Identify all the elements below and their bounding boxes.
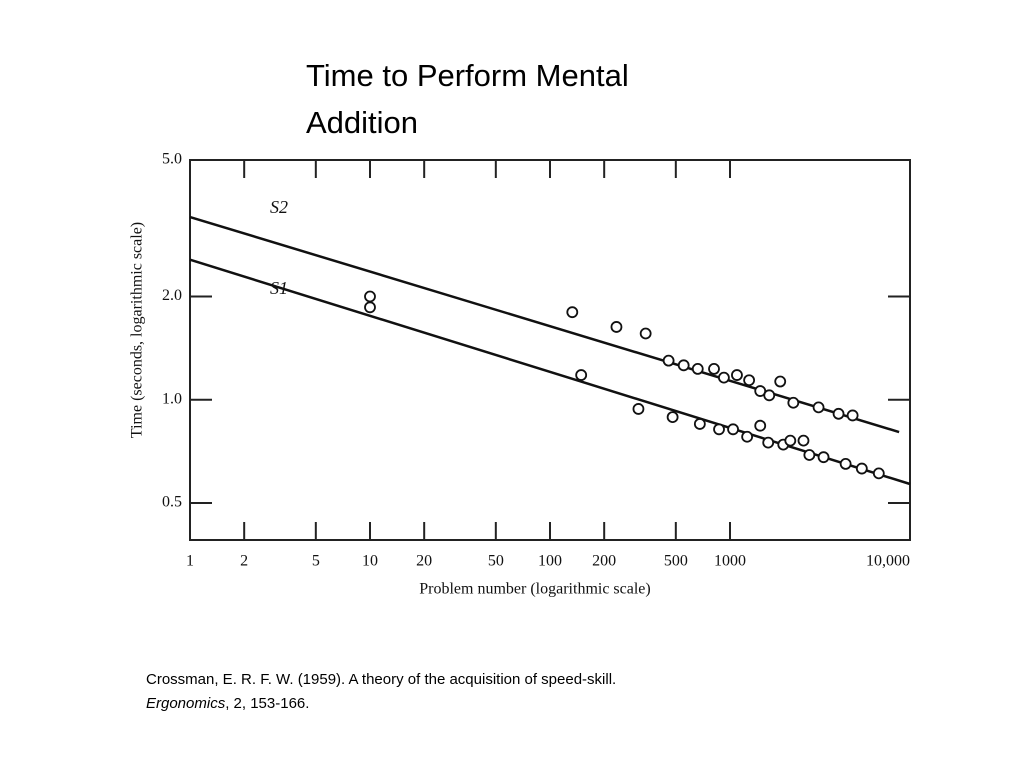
point (662, 354, 675, 367)
point (718, 371, 730, 384)
point (754, 419, 767, 432)
point (666, 411, 679, 423)
x-tick-label: 200 (592, 553, 616, 570)
y-tick-label: 1.0 (162, 390, 182, 407)
point (632, 403, 645, 415)
point (812, 401, 825, 414)
citation: Crossman, E. R. F. W. (1959). A theory o… (146, 668, 646, 716)
point (787, 396, 800, 409)
fit-line (189, 258, 911, 486)
y-tick-label: 0.5 (162, 494, 182, 511)
line-label: S1 (270, 278, 288, 298)
point (846, 409, 859, 422)
x-tick-label: 20 (416, 553, 432, 570)
line-label: S2 (270, 197, 288, 217)
point (364, 290, 376, 303)
point (575, 369, 588, 381)
point (797, 434, 810, 447)
point (741, 430, 754, 443)
x-tick-label: 1000 (714, 553, 746, 570)
x-tick-label: 5 (312, 553, 320, 570)
point (691, 363, 704, 375)
citation-text: Crossman, E. R. F. W. (1959). A theory o… (146, 671, 617, 688)
point (727, 423, 739, 436)
point (708, 363, 720, 375)
point (839, 458, 852, 470)
point (784, 434, 797, 447)
fit-line (189, 215, 900, 434)
point (677, 359, 690, 372)
point (364, 301, 376, 314)
x-tick-label: 500 (664, 553, 688, 570)
point (872, 467, 885, 480)
x-tick-label: 2 (240, 553, 248, 570)
point (743, 374, 756, 387)
point (803, 449, 816, 461)
y-tick-label: 5.0 (162, 151, 182, 168)
point (693, 418, 706, 430)
plot-frame (189, 159, 911, 541)
point (832, 407, 845, 420)
point (855, 462, 868, 475)
point (817, 451, 830, 464)
point (731, 369, 743, 381)
x-tick-label: 50 (488, 553, 504, 570)
point (763, 389, 776, 402)
citation-rest: , 2, 153-166. (225, 695, 310, 712)
x-axis-label: Problem number (logarithmic scale) (419, 581, 650, 598)
y-tick-label: 2.0 (162, 287, 182, 304)
point (610, 321, 623, 333)
x-tick-label: 1 (186, 553, 194, 570)
x-tick-label: 100 (538, 553, 562, 570)
y-axis-label: Time (seconds, logarithmic scale) (129, 222, 146, 438)
citation-journal: Ergonomics (146, 695, 226, 712)
x-tick-label: 10 (362, 553, 378, 570)
point (639, 327, 652, 340)
point (762, 436, 775, 449)
point (566, 306, 579, 319)
x-tick-label: 10,000 (866, 553, 910, 570)
point (713, 423, 725, 436)
slide-title: Time to Perform Mental Addition (306, 58, 629, 140)
point (774, 375, 787, 388)
